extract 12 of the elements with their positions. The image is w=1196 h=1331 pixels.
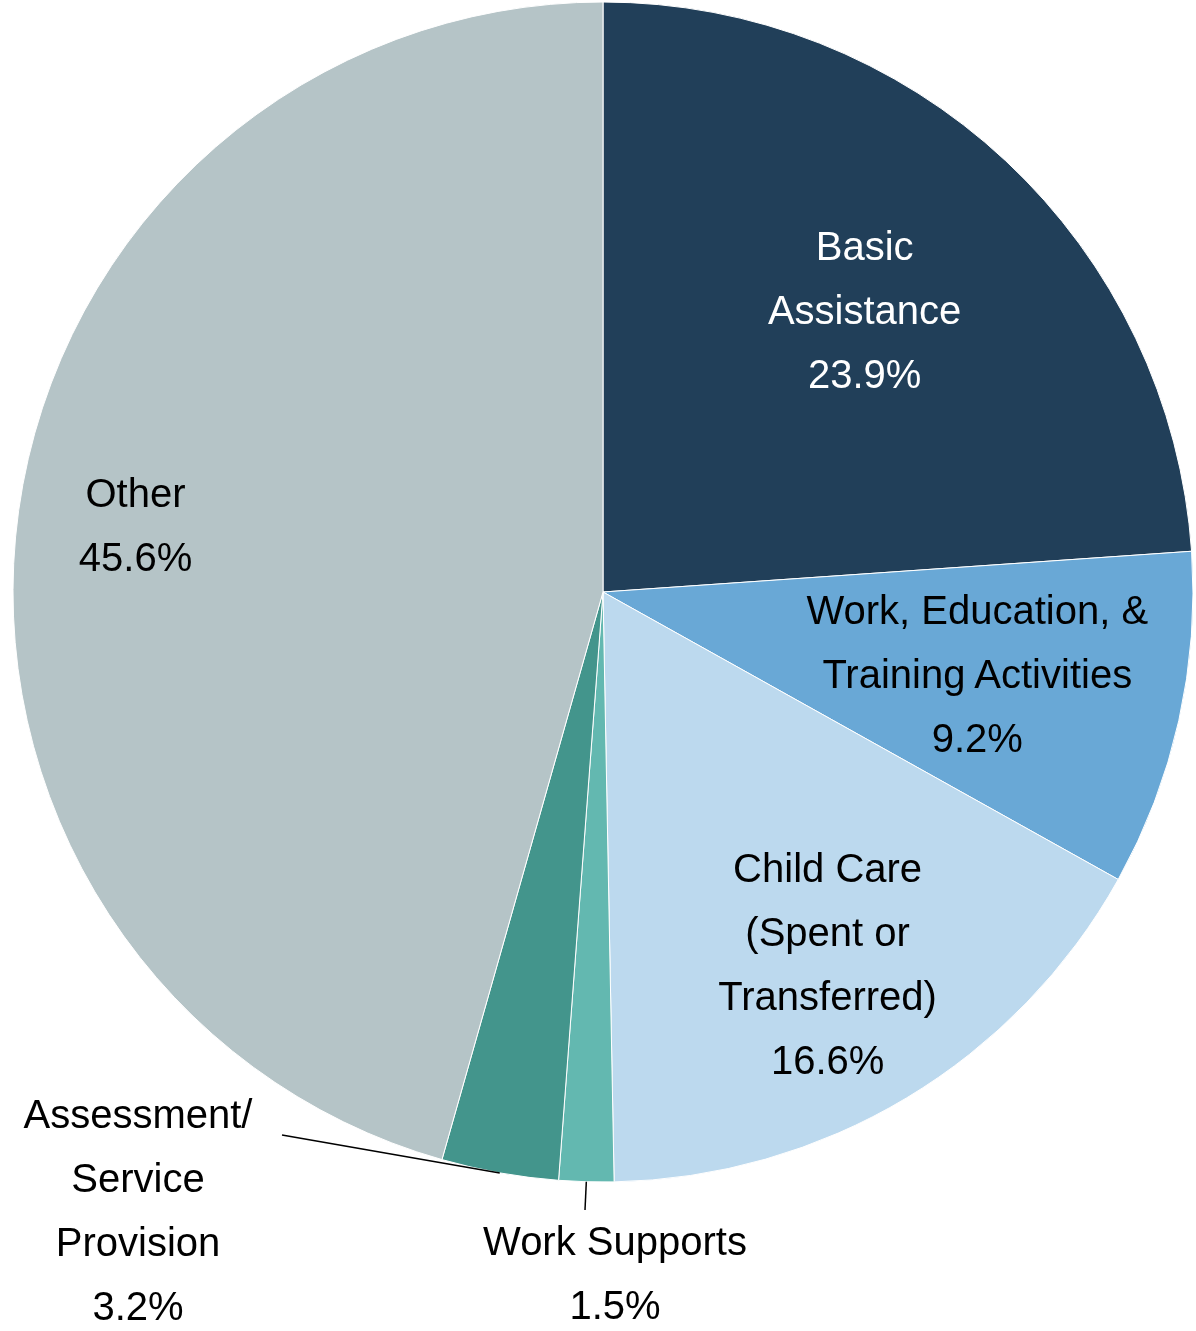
slice-label: Other — [85, 470, 186, 515]
data-label: 16.6% — [770, 1038, 885, 1083]
data-label: 9.2% — [931, 715, 1023, 760]
slice-label: Work Supports — [483, 1219, 747, 1263]
slice-label: Basic Assistance — [767, 223, 962, 332]
data-label: 23.9% — [807, 351, 922, 396]
slice-label: Work, Education, & Training Activities — [806, 587, 1149, 696]
data-label: 3.2% — [92, 1284, 184, 1328]
slice-label: Assessment/Service Provision — [23, 1092, 254, 1264]
data-label: 1.5% — [569, 1283, 661, 1327]
slice-label: Child Care (Spent or Transferred) — [718, 846, 937, 1019]
data-label: 45.6% — [78, 534, 193, 579]
